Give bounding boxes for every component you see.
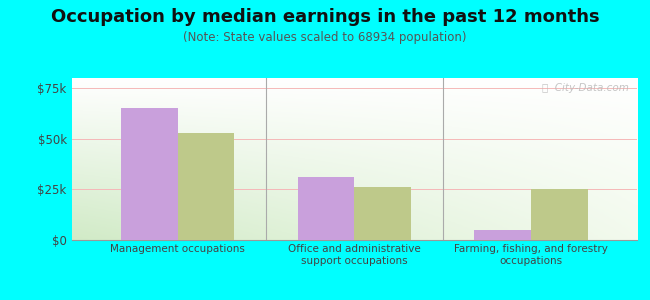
Bar <box>121 108 177 240</box>
Bar <box>474 230 531 240</box>
Bar <box>531 189 588 240</box>
Bar <box>177 133 234 240</box>
Text: (Note: State values scaled to 68934 population): (Note: State values scaled to 68934 popu… <box>183 32 467 44</box>
Bar <box>354 187 411 240</box>
Bar <box>298 177 354 240</box>
Text: ⓘ  City-Data.com: ⓘ City-Data.com <box>541 83 629 93</box>
Text: Occupation by median earnings in the past 12 months: Occupation by median earnings in the pas… <box>51 8 599 26</box>
